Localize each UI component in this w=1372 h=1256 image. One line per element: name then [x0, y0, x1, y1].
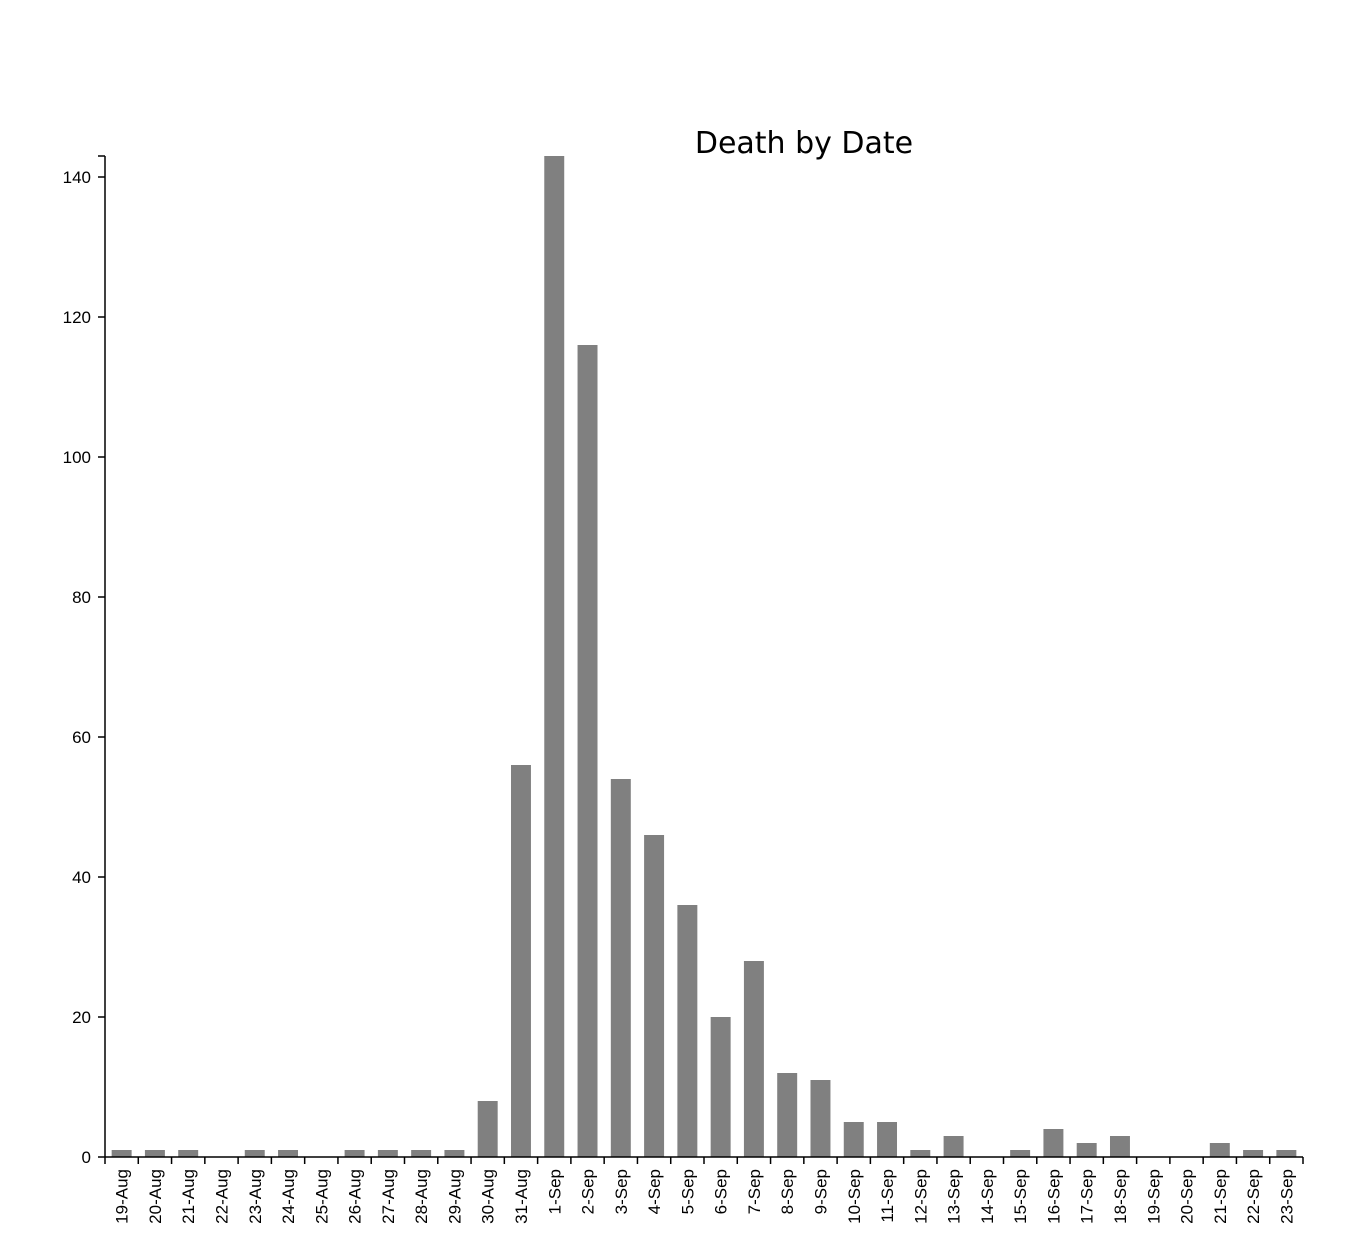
y-tick-label: 40	[72, 868, 91, 887]
x-tick-label: 24-Aug	[279, 1169, 298, 1224]
x-tick-label: 21-Aug	[179, 1169, 198, 1224]
bar-20-Aug	[144, 1150, 165, 1157]
bar-8-Sep	[777, 1073, 798, 1157]
x-tick-label: 23-Sep	[1277, 1169, 1296, 1224]
x-tick-label: 12-Sep	[911, 1169, 930, 1224]
x-tick-label: 13-Sep	[945, 1169, 964, 1224]
x-axis: 19-Aug 20-Aug 21-Aug 22-Aug 23-Aug 24-Aug 25-A…	[104, 1156, 1304, 1224]
x-tick-label: 29-Aug	[445, 1169, 464, 1224]
bar-18-Sep	[1109, 1136, 1130, 1157]
bar-26-Aug	[344, 1150, 365, 1157]
bar-11-Sep	[877, 1122, 898, 1157]
x-tick-label: 19-Aug	[113, 1169, 132, 1224]
x-tick-label: 15-Sep	[1011, 1169, 1030, 1224]
chart-title: Death by Date	[694, 126, 914, 161]
bar-12-Sep	[910, 1150, 931, 1157]
x-tick-label: 3-Sep	[612, 1169, 631, 1214]
x-tick-label: 8-Sep	[778, 1169, 797, 1214]
bar-9-Sep	[810, 1080, 831, 1157]
y-tick-label: 0	[82, 1148, 91, 1167]
bar-5-Sep	[677, 905, 698, 1157]
x-tick-label: 14-Sep	[978, 1169, 997, 1224]
x-tick-label: 27-Aug	[379, 1169, 398, 1224]
bar-2-Sep	[577, 345, 598, 1157]
bar-24-Aug	[278, 1150, 299, 1157]
bar-22-Sep	[1243, 1150, 1264, 1157]
bar-3-Sep	[610, 779, 631, 1157]
x-tick-label: 17-Sep	[1078, 1169, 1097, 1224]
bar-1-Sep	[544, 156, 565, 1157]
y-tick-label: 100	[63, 448, 91, 467]
bar-21-Aug	[178, 1150, 199, 1157]
bar-16-Sep	[1043, 1129, 1064, 1157]
x-tick-label: 16-Sep	[1044, 1169, 1063, 1224]
y-tick-label: 120	[63, 308, 91, 327]
x-tick-label: 25-Aug	[312, 1169, 331, 1224]
bar-23-Aug	[244, 1150, 265, 1157]
y-axis: 0 20 40 60 80 100 120 140	[63, 155, 106, 1167]
bars-group	[111, 156, 1297, 1157]
bar-31-Aug	[510, 765, 531, 1157]
x-tick-label: 11-Sep	[878, 1169, 897, 1223]
bar-19-Aug	[111, 1150, 132, 1157]
x-tick-label: 19-Sep	[1144, 1169, 1163, 1224]
x-tick-label: 10-Sep	[845, 1169, 864, 1224]
y-tick-label: 140	[63, 168, 91, 187]
bar-28-Aug	[411, 1150, 432, 1157]
bar-6-Sep	[710, 1017, 731, 1157]
x-tick-label: 1-Sep	[545, 1169, 564, 1214]
x-tick-label: 18-Sep	[1111, 1169, 1130, 1224]
bar-30-Aug	[477, 1101, 498, 1157]
x-tick-label: 31-Aug	[512, 1169, 531, 1224]
bar-21-Sep	[1209, 1143, 1230, 1157]
x-tick-label: 9-Sep	[811, 1169, 830, 1214]
x-tick-label: 23-Aug	[246, 1169, 265, 1224]
x-tick-label: 20-Aug	[146, 1169, 165, 1224]
bar-29-Aug	[444, 1150, 465, 1157]
bar-27-Aug	[377, 1150, 398, 1157]
y-tick-label: 60	[72, 728, 91, 747]
x-tick-label: 21-Sep	[1211, 1169, 1230, 1224]
x-tick-label: 5-Sep	[678, 1169, 697, 1214]
x-tick-label: 20-Sep	[1178, 1169, 1197, 1224]
bar-15-Sep	[1010, 1150, 1031, 1157]
bar-4-Sep	[644, 835, 665, 1157]
x-tick-label: 4-Sep	[645, 1169, 664, 1214]
x-tick-label: 30-Aug	[479, 1169, 498, 1224]
x-tick-label: 26-Aug	[346, 1169, 365, 1224]
bar-7-Sep	[743, 961, 764, 1157]
y-tick-label: 20	[72, 1008, 91, 1027]
x-tick-label: 6-Sep	[712, 1169, 731, 1214]
x-tick-label: 22-Aug	[212, 1169, 231, 1224]
x-tick-label: 22-Sep	[1244, 1169, 1263, 1224]
bar-13-Sep	[943, 1136, 964, 1157]
x-tick-label: 2-Sep	[579, 1169, 598, 1214]
y-tick-label: 80	[72, 588, 91, 607]
bar-17-Sep	[1076, 1143, 1097, 1157]
x-tick-label: 7-Sep	[745, 1169, 764, 1214]
bar-10-Sep	[843, 1122, 864, 1157]
x-tick-label: 28-Aug	[412, 1169, 431, 1224]
bar-23-Sep	[1276, 1150, 1297, 1157]
